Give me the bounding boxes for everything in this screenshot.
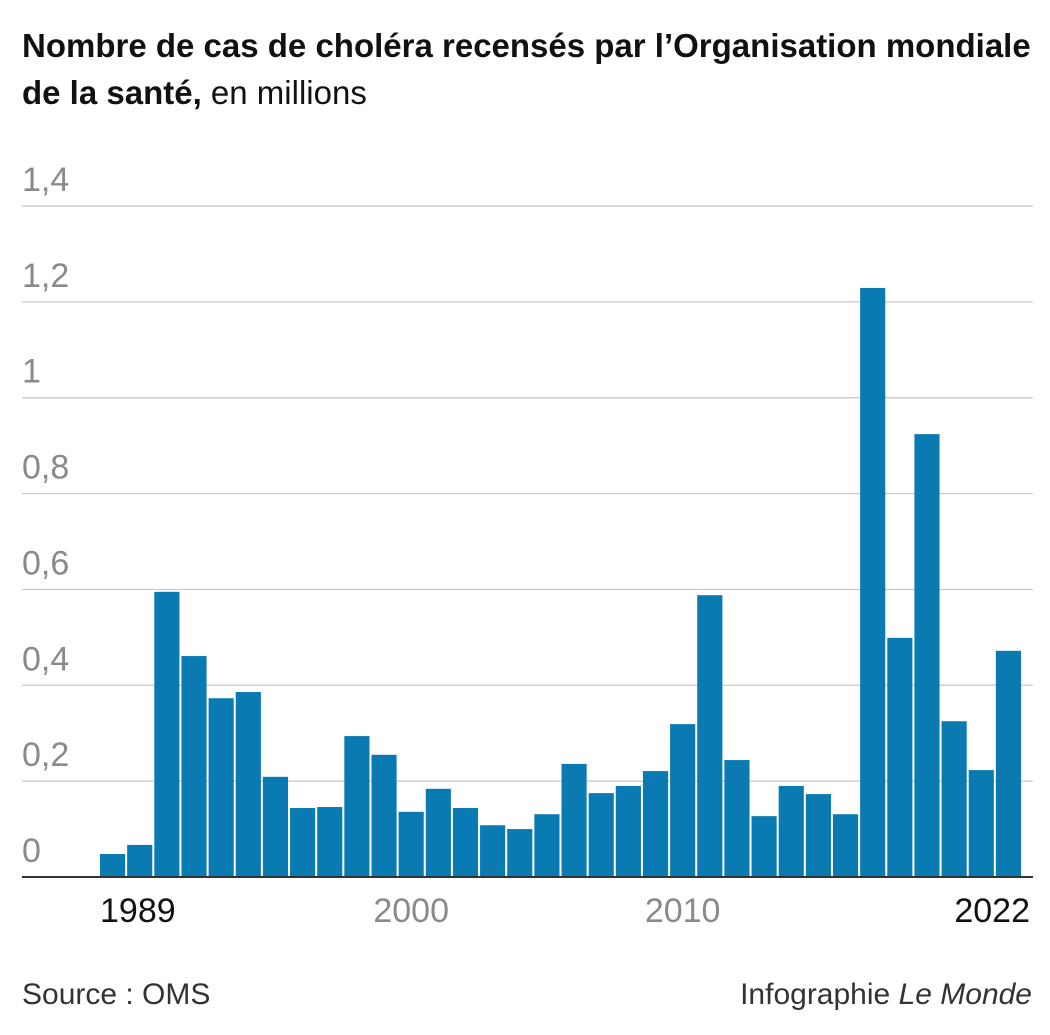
- bar: [615, 785, 641, 877]
- bar: [425, 788, 451, 877]
- x-tick-label: 1989: [100, 892, 176, 930]
- credit-publication: Le Monde: [898, 978, 1032, 1011]
- bar: [317, 807, 343, 877]
- header: Nombre de cas de choléra recensés par l’…: [22, 22, 1032, 116]
- y-tick-label: 1: [22, 353, 41, 391]
- bar: [154, 591, 180, 877]
- bar: [995, 650, 1021, 877]
- y-tick-label: 1,4: [22, 161, 69, 199]
- bar: [480, 825, 506, 877]
- y-tick-label: 0: [22, 832, 41, 870]
- credit-text: Infographie: [740, 978, 891, 1011]
- chart-title: Nombre de cas de choléra recensés par l’…: [22, 27, 1031, 111]
- chart-subtitle: en millions: [210, 74, 367, 111]
- y-tick-label: 0,2: [22, 736, 69, 774]
- bar: [941, 721, 967, 877]
- bar: [290, 807, 316, 877]
- bar: [235, 691, 261, 877]
- y-tick-label: 0,6: [22, 544, 69, 582]
- y-tick-label: 0,8: [22, 449, 69, 487]
- bar: [181, 656, 207, 877]
- x-tick-label: 2022: [954, 892, 1030, 930]
- bar: [724, 760, 750, 877]
- bar: [561, 763, 587, 877]
- y-tick-label: 1,2: [22, 257, 69, 295]
- bar: [968, 770, 994, 877]
- bar: [534, 814, 560, 877]
- bar: [642, 771, 669, 877]
- bar: [832, 814, 859, 877]
- bar: [588, 793, 614, 877]
- bar: [670, 724, 696, 877]
- bar: [778, 785, 804, 877]
- bar: [697, 595, 723, 877]
- bar: [507, 829, 533, 877]
- x-tick-label: 2010: [645, 892, 721, 930]
- x-tick-label: 2000: [373, 892, 449, 930]
- source: Source : OMS: [22, 978, 211, 1011]
- bar: [100, 853, 126, 877]
- y-tick-label: 0,4: [22, 640, 69, 678]
- bar: [344, 736, 370, 877]
- credit: Infographie Le Monde: [740, 978, 1032, 1012]
- bar: [398, 811, 424, 877]
- bar: [914, 434, 940, 877]
- bar: [208, 698, 234, 877]
- bar: [452, 807, 479, 877]
- bar: [805, 794, 831, 877]
- bar: [262, 776, 289, 877]
- bar: [371, 754, 397, 877]
- bar: [860, 287, 886, 877]
- bar: [751, 816, 777, 877]
- bar: [127, 844, 153, 877]
- bar: [887, 637, 913, 877]
